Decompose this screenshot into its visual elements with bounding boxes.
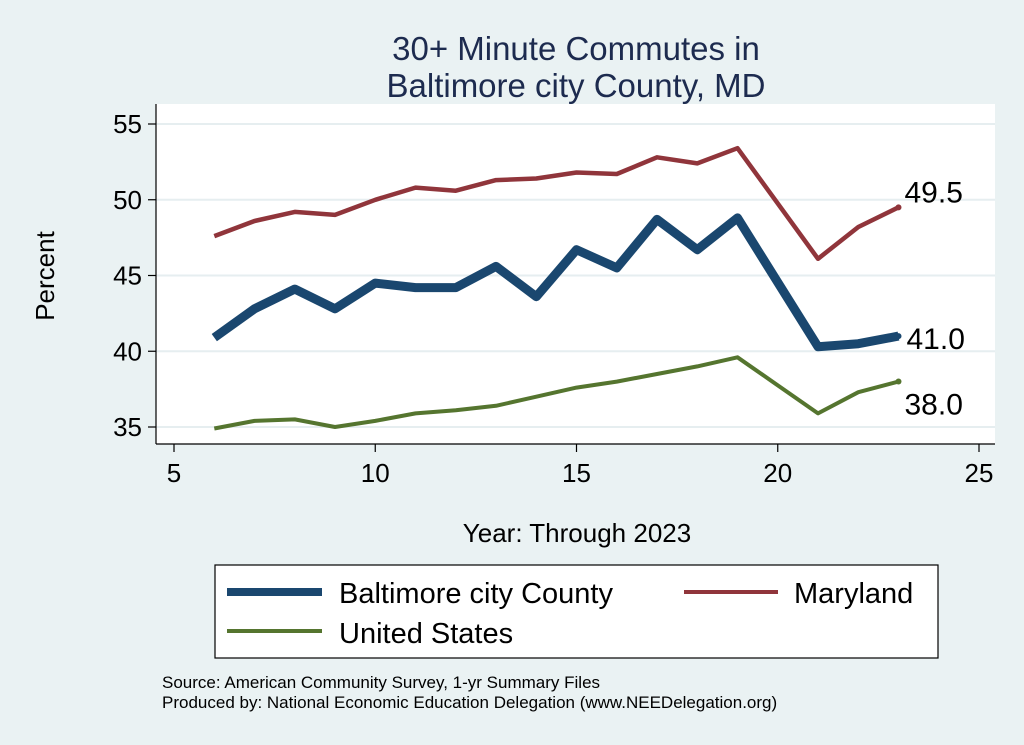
united-states-end-point [895,378,902,385]
y-tick-label: 40 [113,336,142,366]
y-axis-title: Percent [30,230,60,320]
y-tick-label: 50 [113,185,142,215]
chart-title-line-2: Baltimore city County, MD [387,67,766,104]
x-tick-label: 15 [562,458,591,488]
x-axis-title: Year: Through 2023 [463,518,691,548]
united-states-line [213,355,900,431]
x-axis-ticks: 5 10 15 20 25 [167,444,994,488]
maryland-end-point [895,204,902,211]
united-states-end-label: 38.0 [905,389,963,422]
baltimore-city-county-end-point [895,333,902,340]
legend-label-united-states: United States [339,618,513,650]
maryland-end-label: 49.5 [905,176,963,209]
grid-lines [156,123,995,428]
baltimore-city-county-end-label: 41.0 [907,323,965,356]
produced-by-note: Produced by: National Economic Education… [162,693,777,712]
y-tick-label: 35 [113,412,142,442]
legend-label-baltimore: Baltimore city County [339,578,613,610]
series-lines [211,145,902,431]
source-note: Source: American Community Survey, 1-yr … [162,673,600,692]
chart-title-line-1: 30+ Minute Commutes in [392,30,760,67]
legend-label-maryland: Maryland [794,578,913,610]
legend-box [214,564,939,659]
x-tick-label: 20 [763,458,792,488]
end-labels: 38.0 49.5 41.0 [905,176,965,421]
x-tick-label: 5 [167,458,181,488]
baltimore-city-county-line [211,213,900,352]
x-tick-label: 10 [361,458,390,488]
x-tick-label: 25 [965,458,994,488]
y-tick-label: 55 [113,109,142,139]
y-axis-ticks: 35 40 45 50 55 [113,109,156,442]
maryland-line [213,145,900,262]
y-tick-label: 45 [113,261,142,291]
plot-area [156,104,995,444]
